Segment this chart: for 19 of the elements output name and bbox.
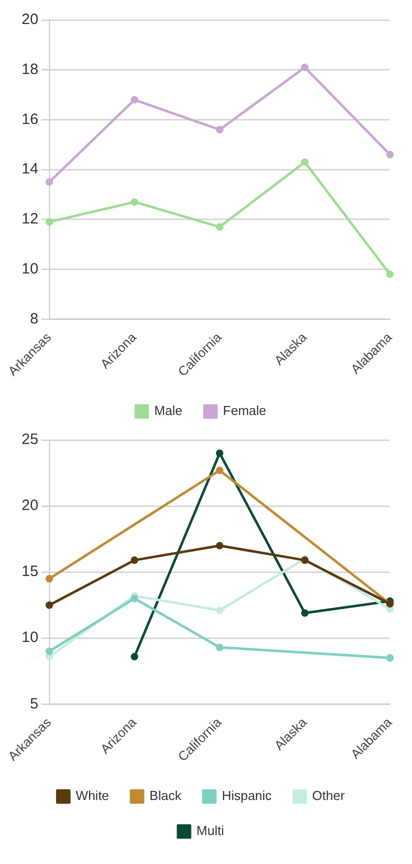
y-tick-label: 18 [22,60,38,78]
y-tick-label: 10 [22,260,38,278]
legend-label: Multi [196,823,224,838]
legend-label: White [76,788,110,804]
y-tick-label: 20 [22,11,38,28]
y-tick-label: 5 [30,695,38,712]
y-tick-label: 20 [22,497,38,514]
legend-label: Female [222,403,266,418]
legend-label: Hispanic [222,788,272,804]
y-tick-label: 25 [22,431,38,448]
y-tick-label: 12 [22,210,38,228]
legend-label: Other [312,788,346,804]
y-tick-label: 8 [30,310,38,328]
y-tick-label: 10 [22,629,38,646]
y-tick-label: 15 [22,563,38,580]
legend-label: Male [154,403,182,418]
legend-label: Black [150,788,182,804]
y-tick-label: 16 [22,110,38,128]
y-tick-label: 14 [22,160,38,178]
